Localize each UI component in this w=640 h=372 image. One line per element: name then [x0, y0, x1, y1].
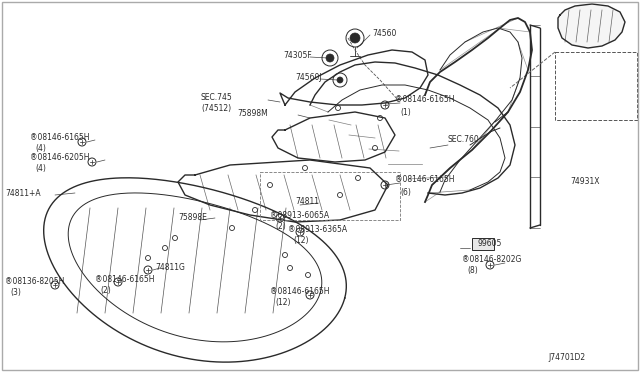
Text: ®08136-8205H: ®08136-8205H: [5, 278, 65, 286]
Circle shape: [337, 77, 343, 83]
Text: ®08146-6205H: ®08146-6205H: [30, 154, 90, 163]
Text: 75898E: 75898E: [178, 214, 207, 222]
Text: (6): (6): [400, 187, 411, 196]
Polygon shape: [558, 4, 625, 48]
Text: ®08146-6165H: ®08146-6165H: [270, 288, 330, 296]
Text: 74560: 74560: [372, 29, 396, 38]
Text: ®08913-6365A: ®08913-6365A: [288, 225, 347, 234]
Text: SEC.760: SEC.760: [448, 135, 480, 144]
Text: ®08146-6165H: ®08146-6165H: [95, 276, 154, 285]
Text: ®08146-6165H: ®08146-6165H: [395, 96, 454, 105]
Text: ®08146-8202G: ®08146-8202G: [462, 256, 522, 264]
Bar: [555, 52, 637, 120]
Circle shape: [326, 54, 334, 62]
Bar: [472, 238, 494, 250]
Text: 75898M: 75898M: [237, 109, 268, 118]
Text: 74931X: 74931X: [570, 177, 600, 186]
Text: ®08913-6065A: ®08913-6065A: [270, 211, 329, 219]
Text: ®08146-6165H: ®08146-6165H: [30, 132, 90, 141]
Text: (2): (2): [275, 221, 285, 231]
Text: (3): (3): [10, 289, 21, 298]
Text: (2): (2): [100, 286, 111, 295]
Text: 74811G: 74811G: [155, 263, 185, 273]
Text: SEC.745: SEC.745: [200, 93, 232, 102]
Text: (12): (12): [275, 298, 291, 308]
Text: ®08146-6165H: ®08146-6165H: [395, 176, 454, 185]
Circle shape: [350, 33, 360, 43]
Text: (4): (4): [35, 164, 46, 173]
Text: 74305F: 74305F: [284, 51, 312, 61]
Text: (1): (1): [400, 108, 411, 116]
Bar: [260, 172, 400, 220]
Text: (12): (12): [293, 237, 308, 246]
Text: (4): (4): [35, 144, 46, 153]
Text: (74512): (74512): [202, 103, 232, 112]
Text: J74701D2: J74701D2: [548, 353, 585, 362]
Text: 74811: 74811: [295, 198, 319, 206]
Text: 74560J: 74560J: [296, 74, 322, 83]
Text: (8): (8): [467, 266, 477, 276]
Text: 99605: 99605: [478, 238, 502, 247]
Text: 74811+A: 74811+A: [5, 189, 40, 198]
